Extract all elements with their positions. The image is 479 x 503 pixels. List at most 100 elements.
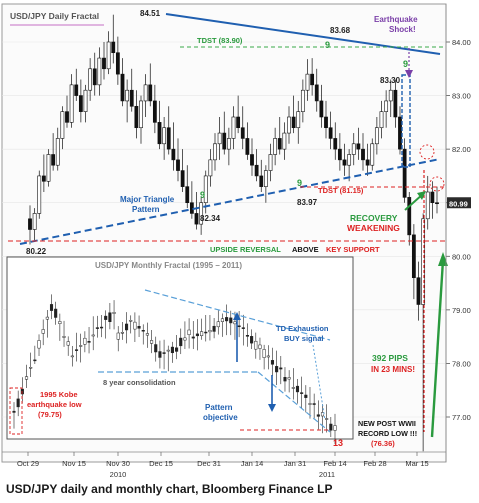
monthly-candle-body <box>204 331 208 334</box>
candle-body <box>282 132 287 150</box>
candle-body <box>213 143 217 161</box>
candle-body <box>398 116 402 150</box>
candle-body <box>291 116 296 129</box>
monthly-candle-body <box>24 376 29 380</box>
candle-body <box>287 116 291 134</box>
td-count-9: 9 <box>325 40 330 50</box>
weakening-arrowhead <box>417 191 426 200</box>
monthly-candle-body <box>170 346 174 354</box>
candle-body <box>324 116 328 129</box>
candle-body <box>143 84 148 102</box>
candle-body <box>296 111 301 129</box>
monthly-candle-body <box>49 304 54 311</box>
candle-body <box>342 159 347 166</box>
candle-body <box>365 159 370 166</box>
x-tick-label: Jan 14 <box>241 459 264 468</box>
candle-body <box>314 84 319 102</box>
y-tick-label: 77.00 <box>452 413 471 422</box>
monthly-candle-body <box>329 423 333 431</box>
monthly-candle-body <box>208 330 212 333</box>
label-record-low: RECORD LOW !!! <box>358 429 417 438</box>
monthly-candle-body <box>179 337 183 347</box>
candle-body <box>106 41 111 70</box>
monthly-candle-body <box>112 312 116 314</box>
monthly-candle-body <box>212 325 216 332</box>
x-year-label: 2010 <box>110 470 127 479</box>
monthly-candle-body <box>220 318 224 322</box>
candle-body <box>171 148 176 161</box>
monthly-candle-body <box>191 336 195 339</box>
candle-body <box>310 73 315 86</box>
monthly-candle-body <box>129 320 133 322</box>
monthly-candle-body <box>304 394 308 398</box>
candle-body <box>374 127 379 145</box>
label-kobe: 1995 Kobe <box>40 390 78 399</box>
candle-body <box>134 105 139 129</box>
monthly-candle-body <box>99 326 104 329</box>
candle-body <box>421 218 426 305</box>
x-tick-label: Nov 30 <box>106 459 130 468</box>
candle-body <box>60 111 65 139</box>
candle-body <box>28 218 32 230</box>
label-8234: 82.34 <box>200 214 221 223</box>
monthly-candle-body <box>87 341 91 343</box>
monthly-candle-body <box>108 312 112 323</box>
y-tick-label: 83.00 <box>452 92 471 101</box>
td-count-13: 13 <box>333 438 343 448</box>
x-tick-label: Dec 15 <box>149 459 173 468</box>
x-tick-label: Nov 15 <box>62 459 86 468</box>
highlight-circle <box>419 144 435 160</box>
objective-arrowhead <box>268 404 276 412</box>
candle-body <box>115 52 120 75</box>
y-tick-label: 84.00 <box>452 38 471 47</box>
y-tick-label: 80.00 <box>452 252 471 261</box>
x-tick-label: Feb 14 <box>323 459 346 468</box>
label-buy-signal: BUY signal <box>284 334 323 343</box>
label-tdst-lower: TDST (81.15) <box>318 186 364 195</box>
candle-body <box>245 138 250 155</box>
candle-body <box>337 148 342 161</box>
monthly-candle-body <box>58 321 62 325</box>
monthly-candle-body <box>45 316 49 320</box>
candle-body <box>328 127 333 139</box>
candle-body <box>37 175 42 214</box>
candle-body <box>129 89 134 107</box>
candle-body <box>435 202 439 205</box>
monthly-candle-body <box>133 321 137 330</box>
monthly-candle-body <box>237 325 241 328</box>
monthly-candle-body <box>200 331 204 337</box>
candle-body <box>208 159 213 177</box>
monthly-candle-body <box>245 335 250 337</box>
monthly-candle-body <box>37 340 41 349</box>
candle-body <box>361 148 365 161</box>
monthly-candle-body <box>12 410 16 413</box>
monthly-overlays <box>9 289 331 435</box>
candle-body <box>46 154 51 182</box>
monthly-candle-body <box>195 333 199 337</box>
candle-body <box>411 234 416 279</box>
monthly-candle-body <box>137 326 141 329</box>
daily-overlays <box>8 13 448 438</box>
monthly-candle-body <box>258 344 262 349</box>
monthly-candle-body <box>104 315 108 320</box>
label-tdst-upper: TDST (83.90) <box>197 36 243 45</box>
monthly-candle-body <box>295 385 300 393</box>
y-tick-label: 82.00 <box>452 145 471 154</box>
monthly-candle-body <box>120 332 124 334</box>
monthly-candle-body <box>41 329 45 334</box>
candle-body <box>356 143 361 150</box>
monthly-candle-body <box>291 387 295 389</box>
monthly-candle-body <box>33 359 37 362</box>
td-count-9: 9 <box>297 178 302 188</box>
candle-body <box>384 100 389 112</box>
figure-caption: USD/JPY daily and monthly chart, Bloombe… <box>6 482 333 496</box>
candle-body <box>120 73 125 102</box>
monthly-candle-body <box>154 344 158 353</box>
x-tick-label: Feb 28 <box>363 459 386 468</box>
x-tick-label: Dec 31 <box>197 459 221 468</box>
label-7636: (76.36) <box>371 439 395 448</box>
exhaustion-arrow <box>312 344 326 421</box>
candle-body <box>347 154 352 166</box>
candle-body <box>425 191 430 220</box>
label-recovery: RECOVERY <box>350 213 398 223</box>
